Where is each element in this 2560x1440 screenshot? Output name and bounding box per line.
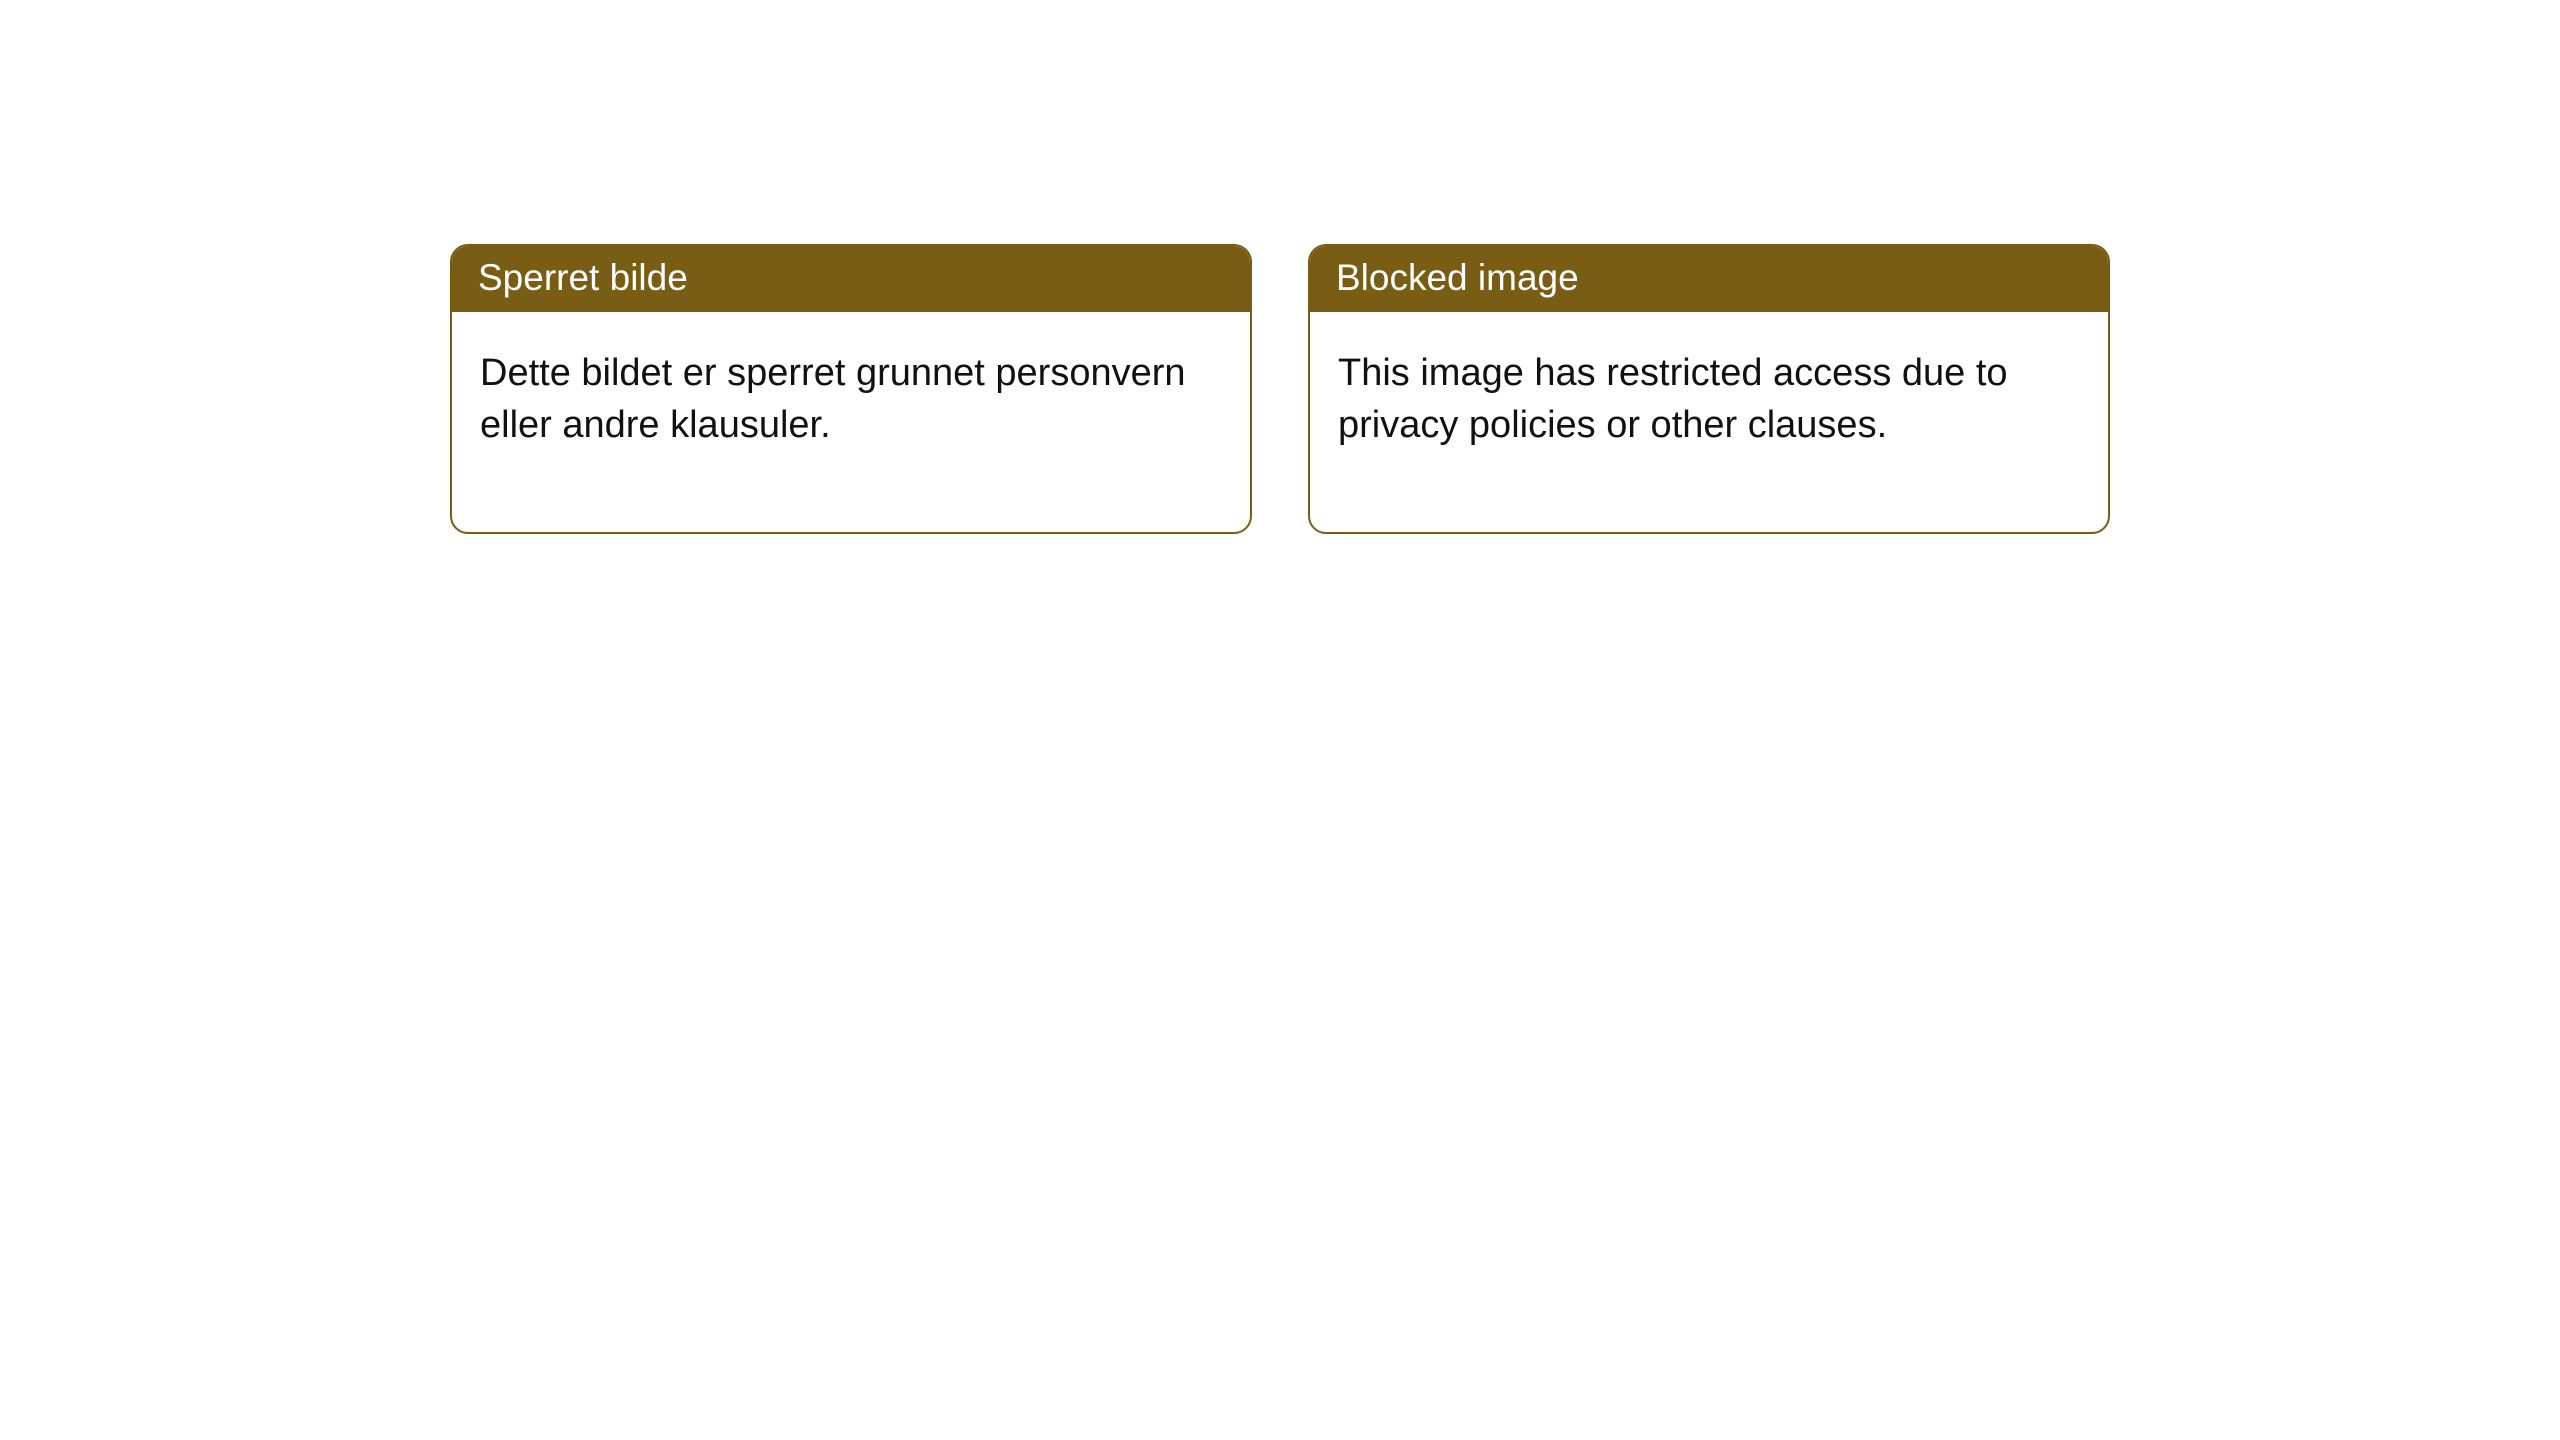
- notice-container: Sperret bilde Dette bildet er sperret gr…: [0, 0, 2560, 534]
- card-body-no: Dette bildet er sperret grunnet personve…: [452, 312, 1250, 532]
- card-body-en: This image has restricted access due to …: [1310, 312, 2108, 532]
- blocked-image-card-no: Sperret bilde Dette bildet er sperret gr…: [450, 244, 1252, 534]
- blocked-image-card-en: Blocked image This image has restricted …: [1308, 244, 2110, 534]
- card-header-no: Sperret bilde: [452, 246, 1250, 312]
- card-header-en: Blocked image: [1310, 246, 2108, 312]
